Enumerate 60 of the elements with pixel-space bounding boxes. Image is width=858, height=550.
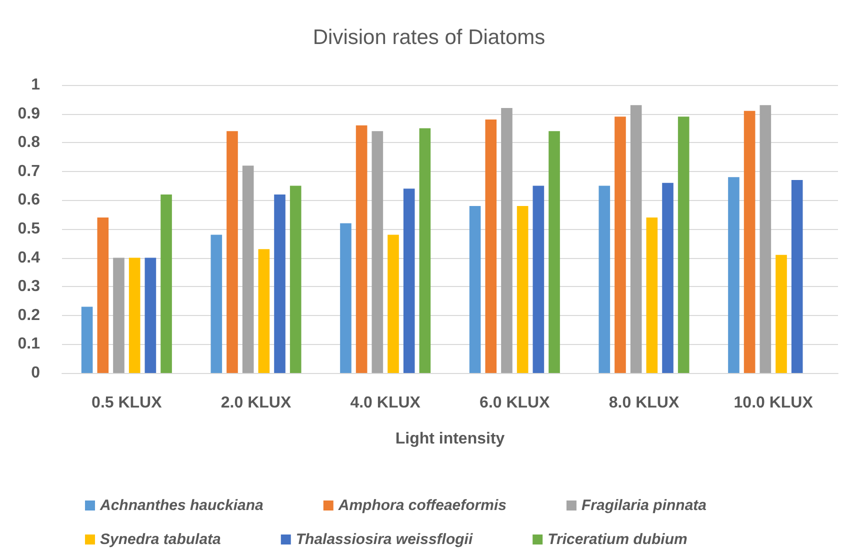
bar [226,131,238,373]
bar [548,131,560,373]
bar [630,105,642,373]
bar [646,217,658,373]
bar [760,105,772,373]
y-tick-label: 1 [31,76,40,94]
legend-label: Achnanthes hauckiana [99,497,264,514]
y-tick-label: 0.7 [18,162,40,180]
bar [501,108,512,373]
legend-label: Fragilaria pinnata [581,497,707,514]
y-tick-label: 0.5 [18,220,40,238]
x-tick-label: 4.0 KLUX [350,394,421,412]
bar [469,206,481,373]
bar [532,186,544,373]
bar [485,120,497,373]
bar [419,128,431,373]
bar [614,116,626,373]
bar [113,258,124,373]
legend-label: Triceratium dubium [548,531,688,548]
bar [258,249,270,373]
bar [242,166,254,373]
bar [144,258,156,373]
x-tick-label: 2.0 KLUX [220,394,292,412]
bar [81,306,93,373]
x-tick-label: 10.0 KLUX [734,394,814,412]
x-tick-label: 8.0 KLUX [608,394,680,412]
x-tick-label: 0.5 KLUX [92,394,162,412]
bar [290,186,302,373]
bar [791,180,803,373]
x-axis-title: Light intensity [395,430,505,448]
bar [728,177,740,373]
x-tick-label: 6.0 KLUX [480,394,550,412]
bar [776,254,787,373]
legend-label: Synedra tabulata [100,531,221,548]
bar [356,125,368,373]
y-tick-label: 0.8 [18,134,40,152]
y-tick-label: 0 [31,364,40,382]
bar [340,223,352,373]
bar [516,206,528,373]
bar [598,186,610,373]
bar [744,110,756,373]
bar [274,194,286,373]
bar [97,217,109,373]
bar [662,182,674,373]
bar [128,258,140,373]
bar [210,234,222,373]
bar [160,194,172,373]
legend-label: Amphora coffeaeformis [337,497,506,514]
bar [403,188,415,373]
legend-label: Thalassiosira weissflogii [296,531,474,548]
bar [678,116,690,373]
y-tick-label: 0.9 [18,105,40,122]
y-tick-label: 0.6 [18,192,40,209]
y-tick-label: 0.3 [18,278,40,296]
y-tick-label: 0.4 [18,249,40,266]
chart-title: Division rates of Diatoms [312,26,546,49]
y-tick-label: 0.2 [18,306,40,324]
bar [372,131,384,373]
y-tick-label: 0.1 [18,336,40,353]
bar [388,234,399,373]
